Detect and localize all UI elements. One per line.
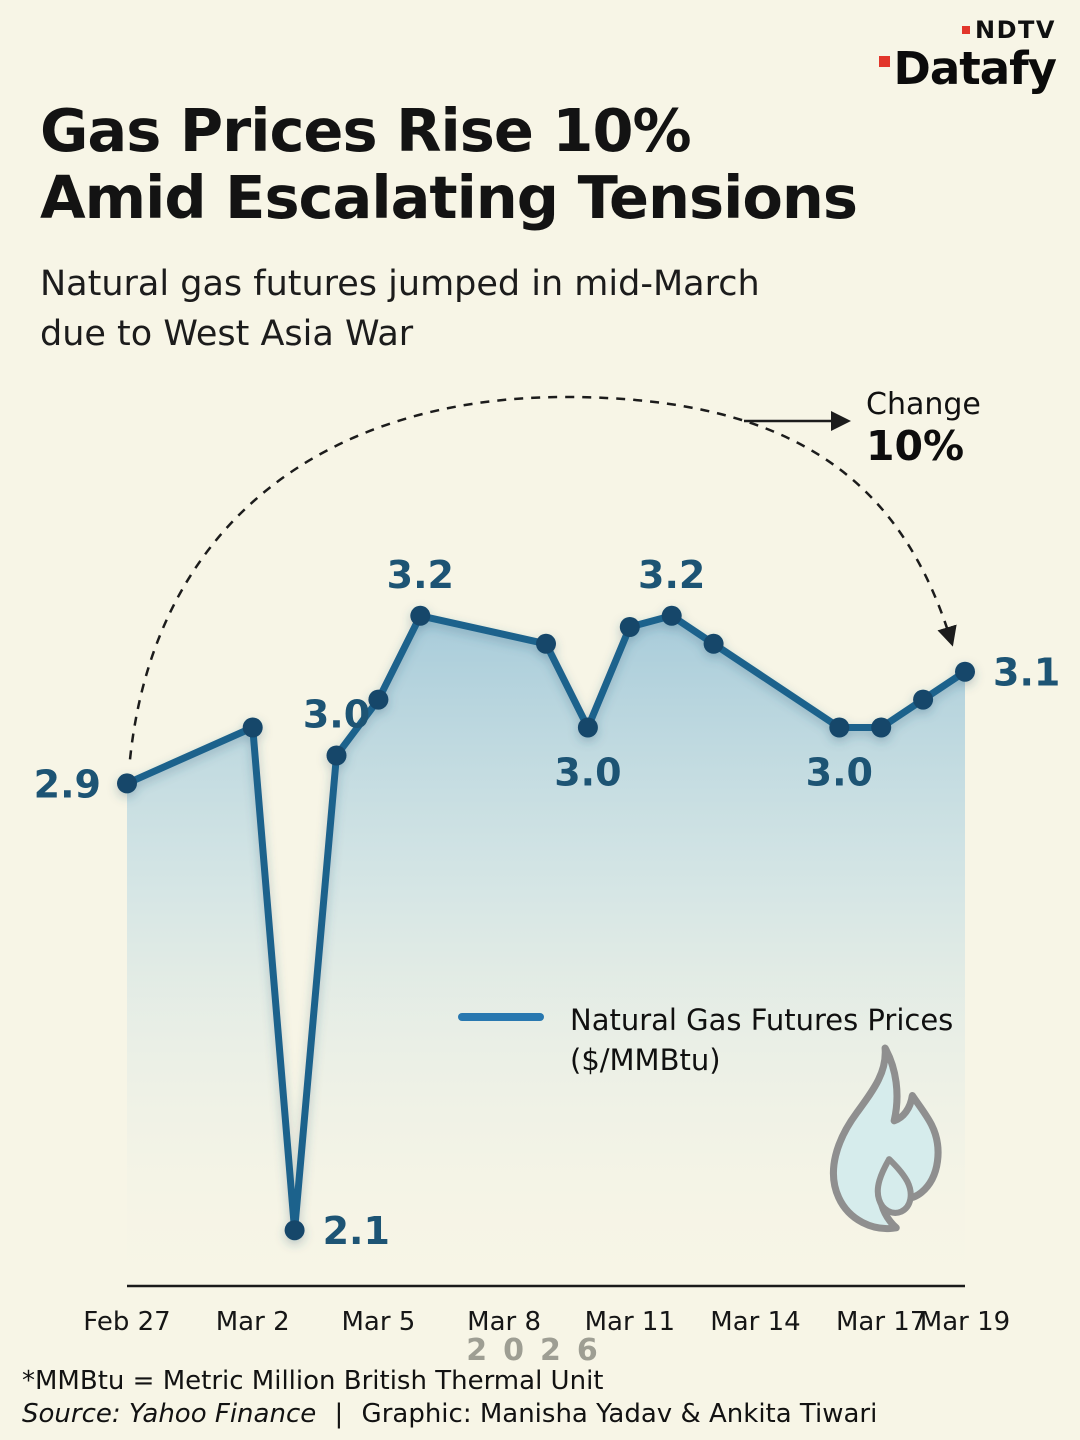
data-point xyxy=(703,633,724,654)
logo-red-pixel-icon xyxy=(879,56,891,67)
trend-arc xyxy=(128,395,957,760)
data-point xyxy=(284,1220,305,1241)
data-point xyxy=(619,617,640,637)
page-subtitle: Natural gas futures jumped in mid-March … xyxy=(40,260,760,359)
year-label: 2026 xyxy=(466,1333,614,1368)
logo-product-row: Datafy xyxy=(879,42,1057,95)
data-point xyxy=(368,689,389,710)
logo-brand: NDTV xyxy=(975,16,1056,44)
ndtv-datafy-logo: NDTV Datafy xyxy=(879,18,1057,95)
logo-red-dot-icon xyxy=(962,26,971,34)
x-tick-label: Mar 17 xyxy=(836,1307,926,1337)
point-label: 3.0 xyxy=(554,751,621,795)
footnote: *MMBtu = Metric Million British Thermal … xyxy=(22,1366,604,1396)
point-label: 3.2 xyxy=(387,553,454,597)
point-label: 3.1 xyxy=(993,651,1060,695)
x-tick-label: Mar 19 xyxy=(920,1307,1010,1337)
subtitle-line-1: Natural gas futures jumped in mid-March xyxy=(40,264,760,304)
point-label: 2.9 xyxy=(34,762,101,806)
change-value: 10% xyxy=(866,422,965,470)
source-separator: | xyxy=(334,1399,344,1429)
title-line-1: Gas Prices Rise 10% xyxy=(40,96,692,165)
data-point xyxy=(410,605,431,626)
data-point xyxy=(117,773,137,794)
logo-brand-row: NDTV xyxy=(879,18,1056,42)
change-annotation: Change 10% xyxy=(866,390,981,467)
data-point xyxy=(536,633,556,654)
data-point xyxy=(661,605,682,626)
graphic-credit: Graphic: Manisha Yadav & Ankita Tiwari xyxy=(361,1399,878,1429)
point-label: 3.0 xyxy=(806,751,873,795)
logo-product: Datafy xyxy=(893,42,1057,95)
point-label: 3.0 xyxy=(303,693,370,737)
source-text: Source: Yahoo Finance xyxy=(22,1399,317,1429)
legend-label: Natural Gas Futures Prices xyxy=(570,1003,954,1037)
subtitle-line-2: due to West Asia War xyxy=(40,313,414,354)
legend-text: Natural Gas Futures Prices ($/MMBtu) xyxy=(570,1000,953,1080)
change-label: Change xyxy=(866,387,981,422)
data-point xyxy=(829,717,850,738)
x-tick-label: Feb 27 xyxy=(83,1307,170,1337)
chart-legend: Natural Gas Futures Prices ($/MMBtu) xyxy=(458,1000,953,1080)
flame-inner-shape xyxy=(874,1156,914,1216)
data-point xyxy=(955,661,975,682)
title-line-2: Amid Escalating Tensions xyxy=(40,162,858,232)
x-tick-label: Mar 8 xyxy=(467,1307,541,1337)
x-tick-label: Mar 11 xyxy=(585,1307,675,1337)
x-tick-label: Mar 14 xyxy=(710,1307,800,1337)
data-point xyxy=(913,689,934,710)
legend-line-swatch xyxy=(458,1013,544,1021)
page-title: Gas Prices Rise 10% Amid Escalating Tens… xyxy=(40,96,858,232)
legend-unit: ($/MMBtu) xyxy=(570,1043,721,1078)
data-point xyxy=(871,717,892,738)
x-tick-label: Mar 2 xyxy=(216,1307,290,1337)
x-tick-label: Mar 5 xyxy=(341,1307,415,1337)
flame-icon xyxy=(829,1044,942,1233)
point-label: 2.1 xyxy=(323,1209,390,1253)
point-label: 3.2 xyxy=(638,553,705,597)
data-point xyxy=(326,745,347,766)
source-line: Source: Yahoo Finance | Graphic: Manisha… xyxy=(22,1399,877,1429)
data-point xyxy=(577,717,598,738)
data-point xyxy=(242,717,263,738)
price-series xyxy=(117,605,975,1241)
